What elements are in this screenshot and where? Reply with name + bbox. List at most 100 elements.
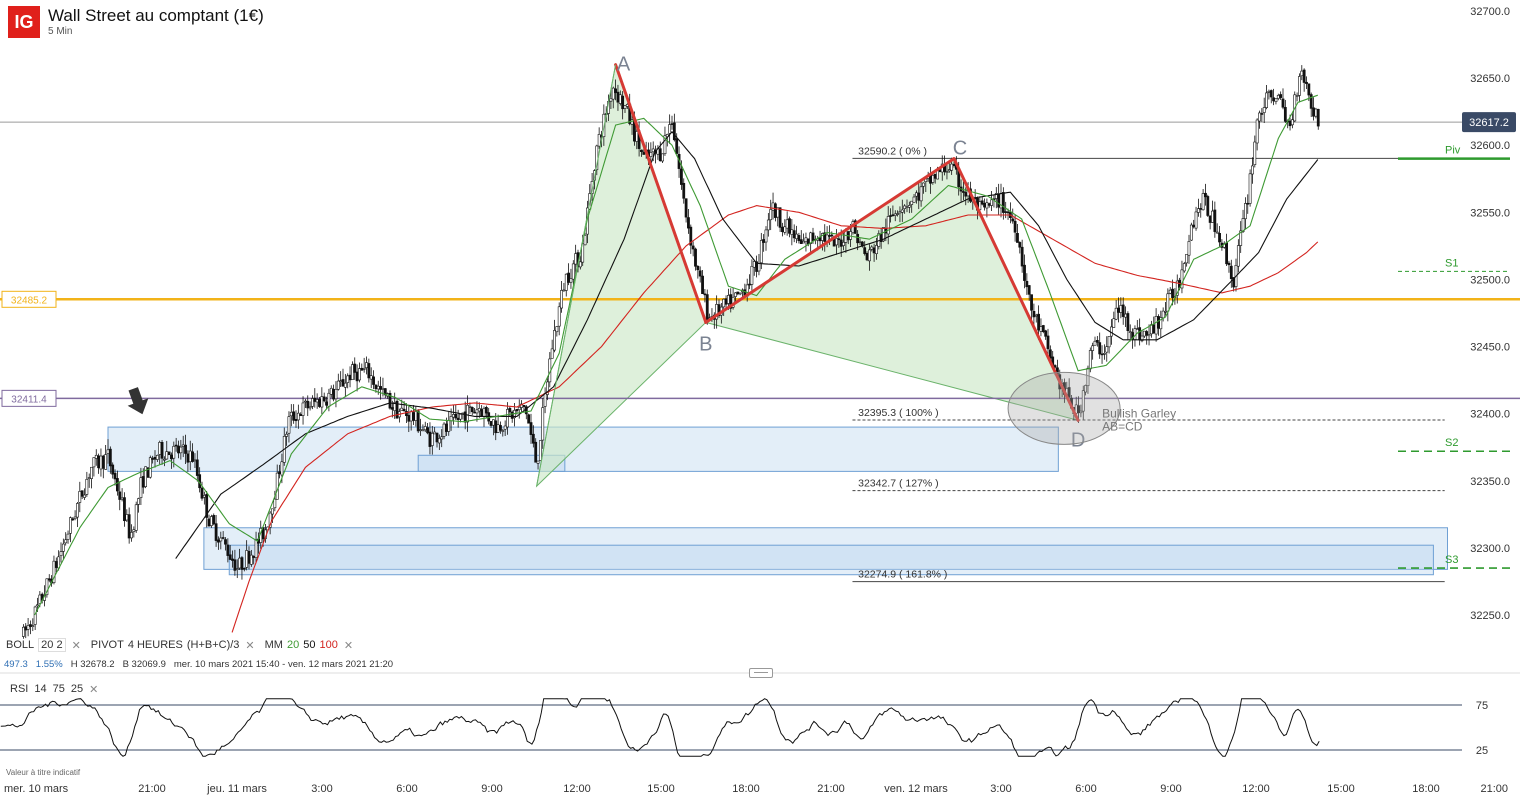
mm-close-icon[interactable]: ✕ (343, 639, 354, 652)
candle-body (489, 421, 493, 426)
candle-body (383, 388, 387, 396)
boll-close-icon[interactable]: ✕ (71, 639, 81, 652)
timeframe-label[interactable]: 5 Min (48, 26, 73, 37)
candle-body (155, 454, 159, 460)
pivot-formula: (H+B+C)/3 (186, 639, 240, 651)
candle-body (1279, 94, 1283, 98)
candle-body (61, 543, 65, 552)
candle-body (193, 459, 197, 462)
candle-body (508, 407, 512, 413)
candle-body (1272, 97, 1276, 102)
candle-body (205, 493, 209, 518)
candle-body (360, 367, 364, 371)
candle-body (1164, 311, 1167, 313)
pane-resize-handle[interactable] (749, 668, 773, 678)
candle-body (1201, 193, 1205, 211)
candle-body (531, 433, 535, 444)
level-tag-2: 32411.4 (11, 394, 47, 405)
candle-body (1023, 264, 1026, 281)
x-tick-label: 3:00 (990, 783, 1012, 795)
pivot-label[interactable]: PIVOT (90, 639, 124, 651)
candle-body (1166, 293, 1170, 312)
y-tick-label: 32650.0 (1470, 73, 1510, 85)
candle-body (689, 226, 693, 246)
candle-body (141, 476, 145, 488)
boll-label[interactable]: BOLL (6, 639, 35, 651)
candle-body (348, 374, 352, 381)
instrument-title[interactable]: Wall Street au comptant (1€) (48, 6, 264, 25)
candle-body (475, 409, 479, 414)
pattern-subname: AB=CD (1102, 419, 1143, 433)
candle-body (1142, 330, 1146, 337)
support-zone-4 (228, 544, 1434, 576)
candle-body (106, 449, 110, 454)
x-tick-label: 6:00 (1075, 783, 1097, 795)
candle-body (186, 453, 190, 463)
candle-body (108, 448, 112, 467)
candle-body (1093, 340, 1097, 346)
candle-body (837, 238, 841, 241)
candle-body (703, 293, 707, 296)
candle-body (672, 122, 676, 141)
candle-body (301, 402, 305, 416)
candle-body (36, 604, 39, 607)
candle-body (764, 229, 768, 243)
pivot-label-s2: S2 (1445, 437, 1458, 449)
candle-body (670, 123, 674, 125)
candle-body (1098, 342, 1102, 355)
candle-body (405, 411, 408, 417)
candle-body (1197, 208, 1200, 213)
candle-body (501, 430, 505, 432)
boll-dev: 2 (56, 639, 63, 651)
candle-body (1140, 335, 1144, 342)
candle-body (367, 363, 371, 379)
candle-body (66, 533, 70, 540)
candle-body (795, 233, 798, 240)
candle-body (1265, 92, 1268, 108)
candle-body (806, 238, 810, 245)
x-tick-label: 15:00 (1327, 783, 1355, 795)
candle-body (553, 330, 556, 351)
candle-body (308, 406, 312, 409)
mm50-period: 50 (303, 639, 316, 651)
candle-body (797, 235, 801, 242)
candle-body (97, 455, 101, 469)
candle-body (945, 171, 949, 173)
candle-body (1307, 83, 1311, 96)
candle-body (1034, 314, 1038, 317)
pivot-close-icon[interactable]: ✕ (245, 639, 255, 652)
candle-body (503, 425, 507, 430)
candle-body (224, 539, 227, 545)
pattern-leg-xa (536, 64, 617, 487)
mm20-period: 20 (286, 639, 300, 651)
boll-params[interactable]: 20 2 (38, 638, 66, 652)
rsi-label[interactable]: RSI (10, 683, 29, 695)
candle-body (151, 458, 155, 460)
rsi-close-icon[interactable]: ✕ (89, 684, 99, 696)
candle-body (374, 384, 378, 390)
candle-body (1309, 94, 1313, 109)
candle-body (950, 163, 954, 171)
candle-body (1213, 209, 1217, 232)
candle-body (235, 568, 239, 570)
pattern-point-a: A (617, 54, 631, 76)
candle-body (726, 295, 730, 304)
x-tick-label: 9:00 (1160, 783, 1182, 795)
candle-body (510, 411, 514, 419)
x-tick-label: 21:00 (817, 783, 845, 795)
indicative-note: Valeur à titre indicatif (6, 768, 81, 777)
candle-body (1244, 203, 1247, 220)
candle-body (933, 173, 937, 179)
candle-body (1171, 288, 1174, 298)
candle-body (181, 444, 185, 447)
mm-label[interactable]: MM (264, 639, 283, 651)
candle-body (543, 393, 547, 407)
candle-body (132, 529, 136, 532)
candle-body (292, 411, 296, 421)
candle-body (1091, 345, 1095, 351)
x-tick-label: 21:00 (138, 783, 166, 795)
pivot-timeframe[interactable]: 4 HEURES (127, 639, 183, 651)
x-tick-label: jeu. 11 mars (207, 783, 267, 795)
level-tag-1: 32485.2 (11, 295, 48, 306)
